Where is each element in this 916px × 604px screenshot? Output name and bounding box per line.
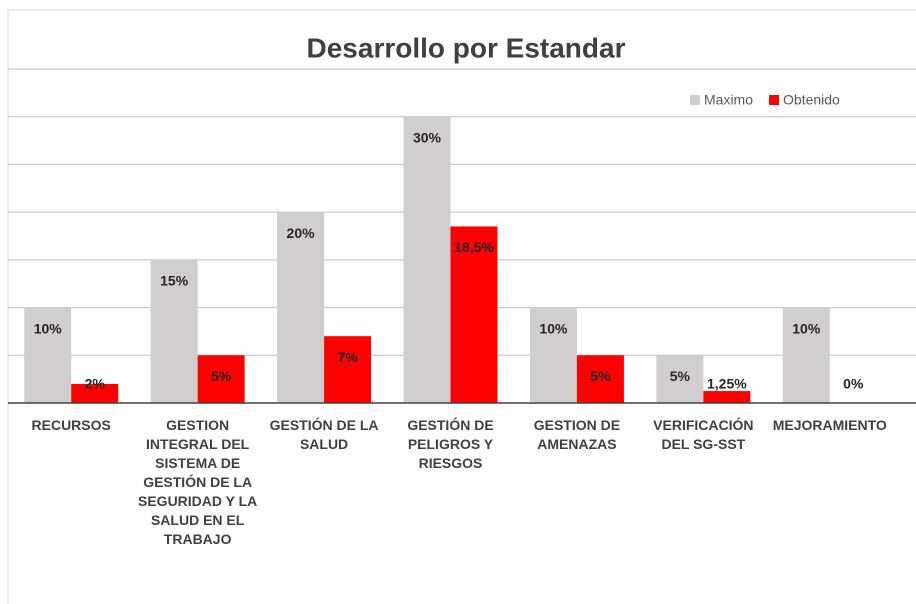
bar — [703, 391, 751, 403]
bar — [529, 307, 577, 403]
x-tick-label: VERIFICACIÓN DEL SG-SST — [653, 417, 754, 452]
data-label: 5% — [590, 368, 611, 384]
x-tick-label: GESTION INTEGRAL DEL SISTEMA DE GESTIÓN … — [138, 417, 258, 547]
legend-swatch — [769, 95, 780, 105]
data-label: 2% — [85, 376, 106, 392]
data-label: 7% — [337, 349, 358, 365]
legend-label: Obtenido — [783, 92, 840, 108]
x-tick-label: GESTIÓN DE PELIGROS Y RIESGOS — [407, 417, 494, 471]
x-tick-label: GESTION DE AMENAZAS — [533, 417, 621, 452]
bar — [656, 355, 704, 403]
bar — [576, 355, 624, 403]
bar — [782, 307, 830, 403]
bar — [24, 307, 72, 403]
bar — [150, 259, 198, 403]
data-label: 1,25% — [707, 376, 747, 392]
legend-label: Maximo — [704, 92, 753, 108]
data-label: 18,5% — [454, 239, 494, 255]
bar — [197, 355, 245, 403]
bar — [277, 212, 325, 403]
data-label: 30% — [413, 129, 442, 145]
x-tick-label: GESTIÓN DE LA SALUD — [269, 417, 379, 452]
data-label: 0% — [843, 376, 864, 392]
data-label: 15% — [160, 273, 189, 289]
bar — [450, 226, 498, 403]
data-label: 5% — [211, 368, 232, 384]
data-label: 10% — [539, 320, 568, 336]
bar — [403, 116, 451, 403]
x-tick-label: RECURSOS — [31, 417, 111, 433]
data-label: 10% — [792, 320, 821, 336]
x-tick-label: MEJORAMIENTO — [772, 417, 887, 433]
data-label: 10% — [34, 320, 63, 336]
bar — [324, 336, 372, 403]
legend-swatch — [690, 95, 700, 105]
data-label: 20% — [287, 225, 316, 241]
chart-title: Desarrollo por Estandar — [307, 32, 626, 63]
data-label: 5% — [670, 368, 691, 384]
bar — [71, 383, 119, 403]
